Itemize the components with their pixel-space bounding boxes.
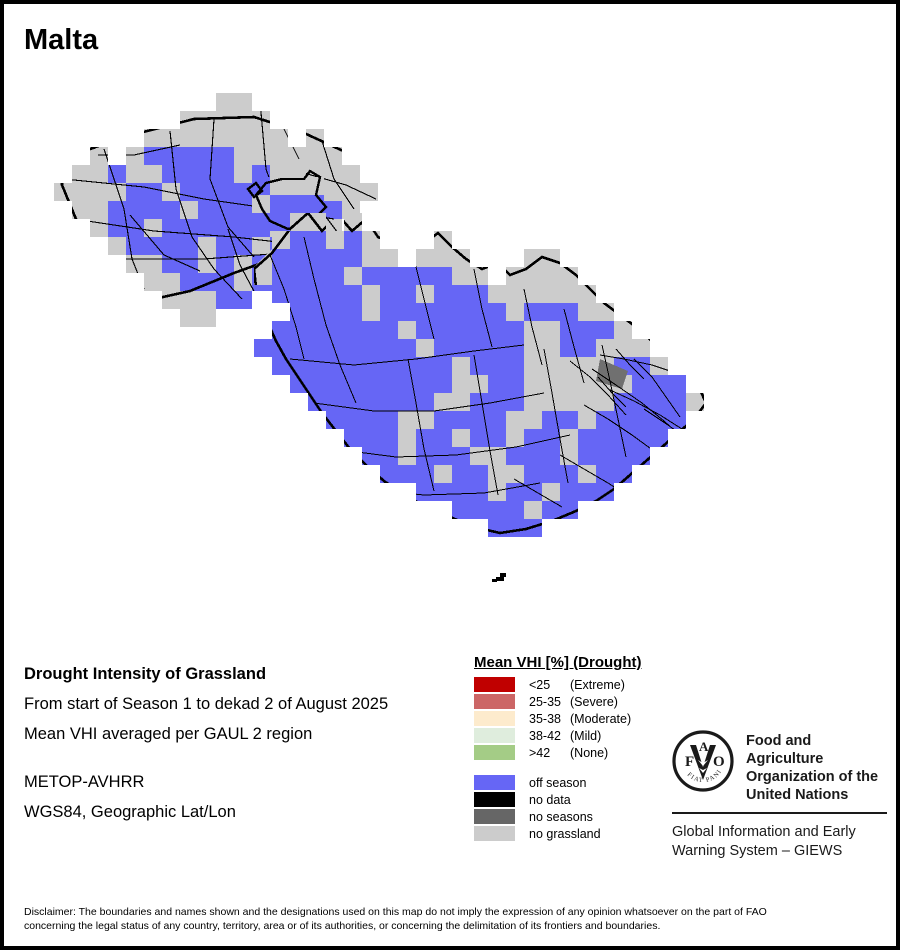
legend-swatch-off-season [474, 775, 515, 790]
legend-label-no-seasons: no seasons [529, 809, 593, 824]
map-canvas[interactable] [4, 59, 896, 619]
fao-header: F A O FIAT PANIS Food and Agriculture Or… [670, 725, 887, 804]
legend-item-off-season: off season [474, 774, 674, 791]
caption-period: From start of Season 1 to dekad 2 of Aug… [24, 695, 389, 713]
caption-sensor: METOP-AVHRR [24, 773, 145, 791]
legend-label-extreme: <25 (Extreme) [529, 677, 625, 692]
legend-label-mild: 38-42 (Mild) [529, 728, 602, 743]
legend-item-none: >42 (None) [474, 744, 674, 761]
fao-name-line-2: Organization of the [746, 769, 879, 785]
svg-text:A: A [699, 739, 709, 754]
fao-name-line-3: United Nations [746, 787, 849, 803]
legend-label-none: >42 (None) [529, 745, 609, 760]
fao-emblem-icon: F A O FIAT PANIS [670, 725, 734, 792]
legend-label-off-season: off season [529, 775, 587, 790]
legend-title: Mean VHI [%] (Drought) [474, 654, 642, 671]
legend-label-no-grassland: no grassland [529, 826, 601, 841]
giews-name: Global Information and Early Warning Sys… [672, 823, 887, 861]
legend-label-moderate: 35-38 (Moderate) [529, 711, 632, 726]
legend-item-no-grassland: no grassland [474, 825, 674, 842]
legend-item-no-data: no data [474, 791, 674, 808]
legend-swatch-extreme [474, 677, 515, 692]
legend-swatch-severe [474, 694, 515, 709]
legend-swatch-no-grassland [474, 826, 515, 841]
legend-swatch-mild [474, 728, 515, 743]
fao-name-line-1: Food and Agriculture [746, 733, 824, 767]
legend-swatch-moderate [474, 711, 515, 726]
disclaimer-line-2: concerning the legal status of any count… [24, 920, 661, 932]
comino-boundary [246, 169, 328, 231]
legend-item-severe: 25-35 (Severe) [474, 693, 674, 710]
legend-item-no-seasons: no seasons [474, 808, 674, 825]
legend-item-moderate: 35-38 (Moderate) [474, 710, 674, 727]
disclaimer: Disclaimer: The boundaries and names sho… [24, 905, 886, 933]
caption-projection: WGS84, Geographic Lat/Lon [24, 803, 236, 821]
legend-spacer [474, 761, 674, 774]
caption-aggregation: Mean VHI averaged per GAUL 2 region [24, 725, 313, 743]
giews-line-1: Global Information and Early [672, 824, 856, 840]
svg-text:O: O [713, 754, 725, 770]
caption-product-title: Drought Intensity of Grassland [24, 665, 267, 683]
caption-spacer [24, 749, 454, 767]
legend-item-mild: 38-42 (Mild) [474, 727, 674, 744]
legend: Mean VHI [%] (Drought) <25 (Extreme) 25-… [474, 654, 674, 842]
legend-label-no-data: no data [529, 792, 571, 807]
islet-filfla [492, 573, 506, 582]
fao-divider [672, 812, 887, 814]
island-malta [254, 213, 704, 537]
svg-text:F: F [685, 754, 694, 770]
giews-line-2: Warning System – GIEWS [672, 843, 843, 859]
legend-swatch-no-seasons [474, 809, 515, 824]
legend-swatch-none [474, 745, 515, 760]
caption-block: Drought Intensity of Grassland From star… [24, 659, 454, 827]
fao-organization-name: Food and Agriculture Organization of the… [746, 730, 887, 804]
legend-item-extreme: <25 (Extreme) [474, 676, 674, 693]
disclaimer-line-1: Disclaimer: The boundaries and names sho… [24, 906, 767, 918]
page-title: Malta [24, 24, 99, 56]
legend-label-severe: 25-35 (Severe) [529, 694, 618, 709]
legend-swatch-no-data [474, 792, 515, 807]
fao-branding: F A O FIAT PANIS Food and Agriculture Or… [670, 725, 887, 861]
